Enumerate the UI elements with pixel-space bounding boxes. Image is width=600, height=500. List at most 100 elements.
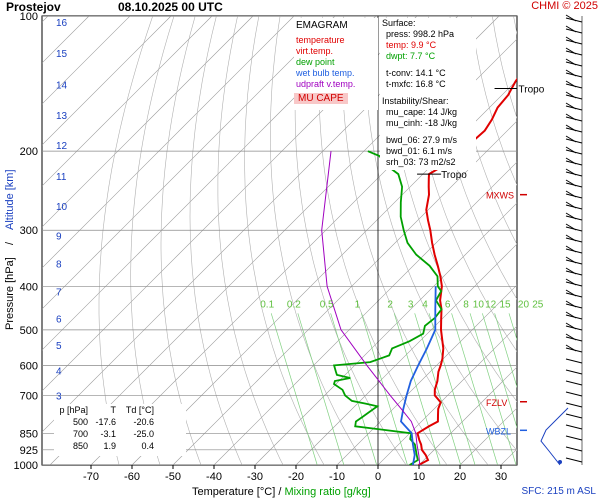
legend-updraft: udpraft v.temp. xyxy=(296,79,356,89)
wind-barb xyxy=(565,435,583,441)
wind-barb-feather xyxy=(565,69,577,77)
isotherm xyxy=(213,161,517,465)
x-tick-label: 20 xyxy=(454,471,466,483)
wind-barb-feather xyxy=(565,91,577,99)
wind-barb-feather xyxy=(565,300,577,308)
wind-barb-feather xyxy=(565,179,577,187)
wind-barb-feather xyxy=(565,234,577,242)
series-line-udpraft-v-temp xyxy=(321,151,421,465)
mixing-ratio-label: 0.1 xyxy=(260,299,274,310)
altitude-tick-label: 10 xyxy=(56,202,68,213)
x-axis-label-mixing-ratio: Mixing ratio [g/kg] xyxy=(284,486,371,498)
mixing-ratio-line xyxy=(451,313,498,465)
table-row: 850 1.9 0.4 xyxy=(54,440,186,452)
wind-barb-feather xyxy=(565,267,577,275)
isotherm xyxy=(0,16,7,465)
mixing-ratio-label: 6 xyxy=(445,299,451,310)
pressure-tick-label: 300 xyxy=(20,225,38,237)
altitude-tick-label: 4 xyxy=(56,367,62,378)
dry-adiabat xyxy=(577,16,600,465)
wind-barb-feather xyxy=(565,223,577,231)
wind-barb-feather xyxy=(565,190,577,198)
mixing-ratio-line xyxy=(542,313,588,465)
level-table: p [hPa] T Td [°C] 500 -17.6 -20.6 700 -3… xyxy=(54,404,186,456)
mixing-ratio-label: 10 xyxy=(473,299,485,310)
x-axis-label-temperature: Temperature [°C] xyxy=(192,486,276,498)
plot-area xyxy=(0,16,600,465)
wind-barb xyxy=(565,457,583,463)
mixing-ratio-line xyxy=(297,313,345,465)
mixing-ratio-label: 2 xyxy=(387,299,393,310)
table-cell-p: 850 xyxy=(72,441,88,451)
wind-barb-feather xyxy=(565,212,577,220)
isotherm xyxy=(42,16,213,187)
x-tick-label: -50 xyxy=(165,471,181,483)
wind-barb-feather xyxy=(565,124,577,132)
mixing-ratio-label: 8 xyxy=(463,299,469,310)
y-axis-separator: / xyxy=(4,241,16,245)
wind-barb-feather xyxy=(565,201,577,209)
table-row: 500 -17.6 -20.6 xyxy=(54,416,186,428)
t-conv: t-conv: 14.1 °C xyxy=(386,68,446,78)
series-line-wet-bulb-temp xyxy=(400,286,437,465)
wind-barb-feather xyxy=(565,333,577,341)
isotherm xyxy=(418,366,517,465)
mu-cape-badge: MU CAPE xyxy=(294,93,348,104)
dry-adiabat xyxy=(407,16,517,352)
table-cell-p: 700 xyxy=(72,429,88,439)
wind-barb-feather xyxy=(565,36,577,44)
wind-barb xyxy=(565,446,583,452)
table-cell-p: 500 xyxy=(72,417,88,427)
wind-barb xyxy=(565,391,583,397)
dry-adiabat xyxy=(513,16,517,36)
wind-barb xyxy=(565,413,583,419)
legend-temperature: temperature xyxy=(296,35,345,45)
wind-barb xyxy=(565,424,583,430)
isotherm xyxy=(542,16,600,465)
x-tick-label: -70 xyxy=(83,471,99,483)
level-table-header-t: T xyxy=(110,405,117,415)
wind-barb-feather xyxy=(565,80,577,88)
y-axis-label-pressure: Pressure [hPa] xyxy=(4,257,16,330)
isotherm xyxy=(131,79,517,465)
altitude-tick-label: 13 xyxy=(56,111,68,122)
mixing-ratio-label: 0.2 xyxy=(287,299,301,310)
mixing-ratio-label: 25 xyxy=(532,299,544,310)
pressure-tick-label: 400 xyxy=(20,281,38,293)
wind-barb-feather xyxy=(565,278,577,286)
x-axis-title: Temperature [°C] / Mixing ratio [g/kg] xyxy=(192,486,371,498)
wind-barb xyxy=(565,380,583,386)
t-mxfc: t-mxfc: 16.8 °C xyxy=(386,79,446,89)
mixing-ratio-line xyxy=(494,313,517,389)
wind-barb xyxy=(565,402,583,408)
altitude-tick-label: 12 xyxy=(56,141,68,152)
wind-trace-dot xyxy=(558,460,562,464)
level-table-header-td: Td [°C] xyxy=(125,405,154,415)
isotherm xyxy=(42,16,172,146)
wind-barb-feather xyxy=(565,102,577,110)
bwd-01: bwd_01: 6.1 m/s xyxy=(386,146,453,156)
altitude-tick-label: 3 xyxy=(56,392,62,403)
wind-barb-feather xyxy=(565,168,577,176)
surface-press: press: 998.2 hPa xyxy=(386,29,455,39)
x-tick-label: -30 xyxy=(247,471,263,483)
dry-adiabat xyxy=(428,16,517,300)
series-line-dew-point xyxy=(332,150,443,465)
mixing-ratio-line xyxy=(330,313,377,465)
isotherm xyxy=(42,16,295,269)
surface-title: Surface: xyxy=(382,18,416,28)
wind-barb-feather xyxy=(565,344,577,352)
srh-03: srh_03: 73 m2/s2 xyxy=(386,157,456,167)
altitude-tick-label: 6 xyxy=(56,315,62,326)
wind-barb-feather xyxy=(565,14,577,22)
legend-wet-bulb: wet bulb temp. xyxy=(296,68,355,78)
isotherm xyxy=(42,16,131,105)
mixing-ratio-label: 15 xyxy=(499,299,511,310)
mixing-ratio-line xyxy=(469,313,517,465)
pressure-tick-label: 200 xyxy=(20,146,38,158)
mixing-ratio-label: 3 xyxy=(408,299,414,310)
wind-barb-feather xyxy=(565,25,577,33)
mixing-ratio-line xyxy=(414,313,462,465)
mixing-ratio-line xyxy=(482,313,517,429)
mu-cape: mu_cape: 14 J/kg xyxy=(386,107,458,117)
